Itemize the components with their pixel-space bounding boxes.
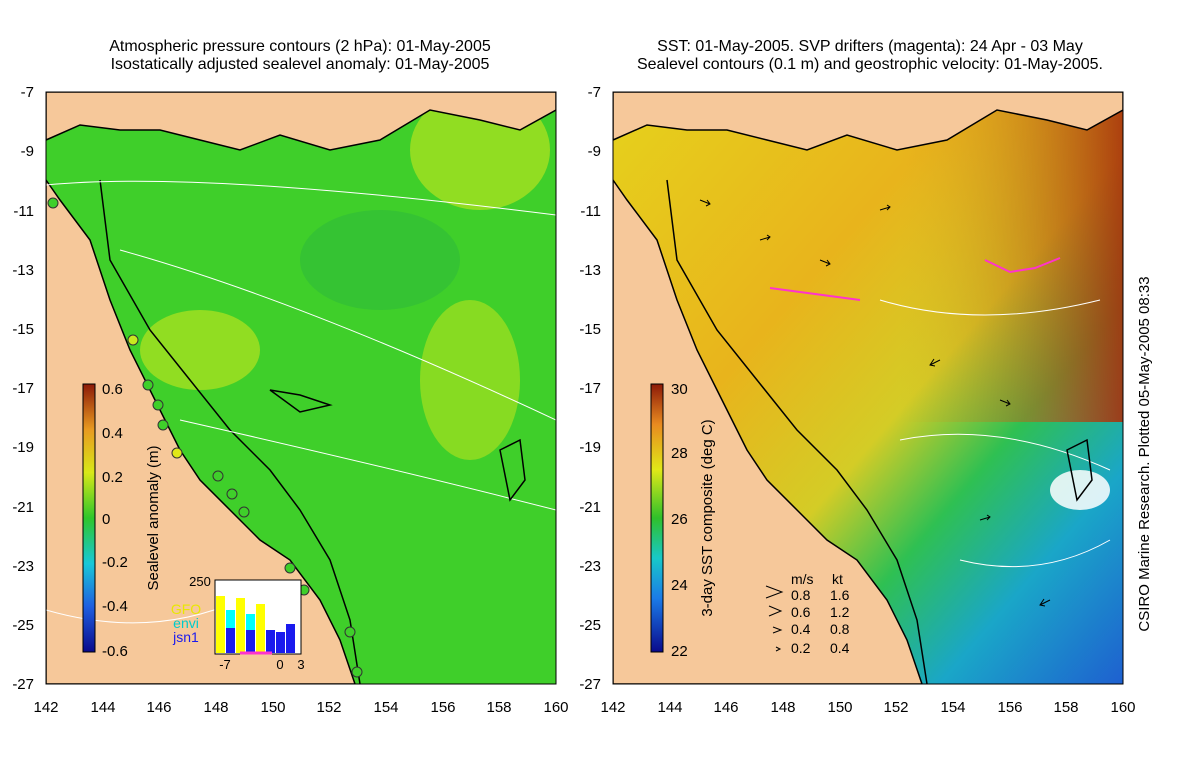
sst-tick: 22 [671,643,688,660]
right-y-tick: -13 [579,262,601,279]
sla-colorbar-label: Sealevel anomaly (m) [145,445,162,590]
sst-tick: 30 [671,381,688,398]
australia-land [46,178,356,684]
right-map: -7 -9 -11 -13 -15 -17 -19 -21 -23 -25 -2… [579,84,1135,716]
left-x-tick: 146 [146,699,171,716]
sla-tick: 0.2 [102,469,123,486]
left-x-tick: 142 [33,699,58,716]
right-x-tick: 154 [940,699,965,716]
left-y-tick: -23 [12,558,34,575]
sla-tick: 0.4 [102,425,123,442]
left-map-title: Atmospheric pressure contours (2 hPa): 0… [40,38,560,74]
right-y-tick: -17 [579,380,601,397]
right-x-tick: 152 [883,699,908,716]
velocity-arrow-icon [775,646,782,652]
velocity-arrow-icon [772,626,783,634]
sla-tick: -0.6 [102,643,128,660]
right-y-tick: -25 [579,617,601,634]
png-land [613,92,1123,151]
right-y-tick: -19 [579,439,601,456]
credit-text: CSIRO Marine Research. Plotted 05-May-20… [1136,276,1153,631]
inset-ymax: 250 [189,574,211,589]
altimeter-inset: 250 GFO envi jsn1 -7 0 3 [171,574,305,672]
sst-tick: 24 [671,577,688,594]
left-y-tick: -7 [21,84,34,101]
right-title-line-2: Sealevel contours (0.1 m) and geostrophi… [636,56,1103,73]
australia-land [613,178,923,684]
sla-tick: 0 [102,511,110,528]
velocity-ms: 0.4 [791,621,811,637]
left-x-tick: 152 [316,699,341,716]
sla-tick: -0.2 [102,554,128,571]
right-x-tick: 156 [997,699,1022,716]
sst-tick: 28 [671,445,688,462]
sealevel-colorbar: 0.6 0.4 0.2 0 -0.2 -0.4 -0.6 Sealevel an… [82,381,162,660]
right-map-title: SST: 01-May-2005. SVP drifters (magenta)… [575,38,1165,74]
right-y-tick: -23 [579,558,601,575]
right-x-tick: 142 [600,699,625,716]
left-title-line-2: Isostatically adjusted sealevel anomaly:… [110,56,490,73]
velocity-header-kt: kt [832,571,843,587]
velocity-kt: 1.2 [830,604,850,620]
left-y-tick: -15 [12,321,34,338]
left-x-tick: 148 [203,699,228,716]
velocity-ms: 0.6 [791,604,811,620]
velocity-ms: 0.2 [791,640,811,656]
right-x-tick: 146 [713,699,738,716]
left-map: -7 -9 -11 -13 -15 -17 -19 -21 -23 -25 -2… [12,84,568,716]
left-y-tick: -13 [12,262,34,279]
sst-colorbar: 30 28 26 24 22 3-day SST composite (deg … [650,381,716,660]
sla-tick: 0.6 [102,381,123,398]
right-y-tick: -15 [579,321,601,338]
sst-colorbar-label: 3-day SST composite (deg C) [699,419,716,616]
inset-x-tick: 3 [297,657,304,672]
left-y-tick: -11 [13,203,34,220]
left-y-tick: -27 [12,676,34,693]
left-x-tick: 154 [373,699,398,716]
inset-legend-envi: envi [173,615,199,631]
right-title-line-1: SST: 01-May-2005. SVP drifters (magenta)… [657,38,1083,55]
velocity-legend: m/s kt 0.8 1.6 0.6 1.2 0.4 0.8 0.2 0.4 [765,571,850,656]
sla-tick: -0.4 [102,598,128,615]
right-x-tick: 150 [827,699,852,716]
left-y-tick: -17 [12,380,34,397]
right-x-tick: 148 [770,699,795,716]
left-x-tick: 156 [430,699,455,716]
right-y-tick: -7 [588,84,601,101]
right-y-axis: -7 -9 -11 -13 -15 -17 -19 -21 -23 -25 -2… [579,84,601,693]
right-x-tick: 144 [657,699,682,716]
velocity-kt: 0.4 [830,640,850,656]
left-y-tick: -19 [12,439,34,456]
left-y-axis: -7 -9 -11 -13 -15 -17 -19 -21 -23 -25 -2… [12,84,34,693]
velocity-ms: 0.8 [791,587,811,603]
velocity-kt: 1.6 [830,587,850,603]
left-y-tick: -21 [12,499,34,516]
left-x-tick: 158 [486,699,511,716]
left-y-tick: -25 [12,617,34,634]
right-y-tick: -21 [579,499,601,516]
right-x-tick: 160 [1110,699,1135,716]
inset-x-tick: 0 [276,657,283,672]
right-y-tick: -9 [588,143,601,160]
left-x-tick: 160 [543,699,568,716]
left-x-axis: 142 144 146 148 150 152 154 156 158 160 [33,699,568,716]
sst-tick: 26 [671,511,688,528]
png-land [46,92,556,151]
left-x-tick: 150 [260,699,285,716]
inset-legend-gfo: GFO [171,601,201,617]
velocity-arrow-icon [765,585,784,599]
right-x-tick: 158 [1053,699,1078,716]
right-y-tick: -11 [580,203,601,220]
left-x-tick: 144 [90,699,115,716]
velocity-kt: 0.8 [830,621,850,637]
right-x-axis: 142 144 146 148 150 152 154 156 158 160 [600,699,1135,716]
left-title-line-1: Atmospheric pressure contours (2 hPa): 0… [109,38,491,55]
velocity-header-ms: m/s [791,571,814,587]
right-y-tick: -27 [579,676,601,693]
inset-x-tick: -7 [219,657,231,672]
velocity-arrow-icon [768,605,783,617]
left-y-tick: -9 [21,143,34,160]
inset-legend-jsn1: jsn1 [172,629,199,645]
